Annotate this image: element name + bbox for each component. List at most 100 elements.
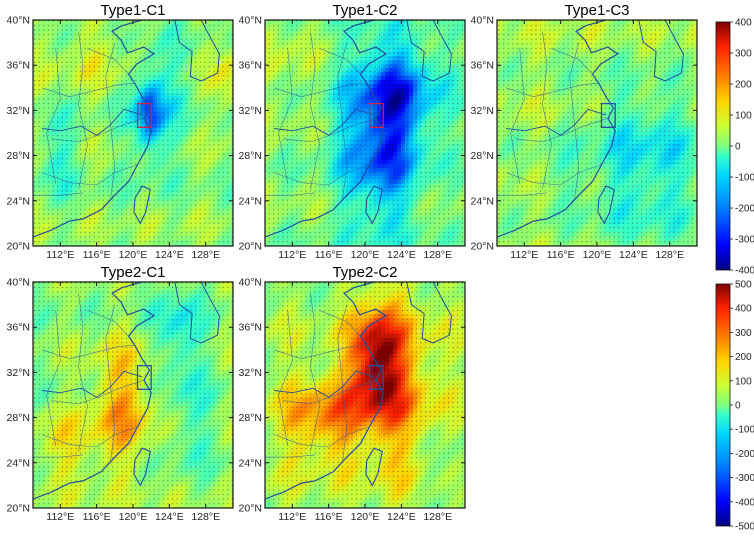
colorbar-bottom: 500 400 300 200 100 0 -100 -200 -300 -400 -500 [715, 280, 754, 533]
province-boundary [51, 380, 144, 405]
province-boundary [265, 192, 316, 196]
lon-tick-label: 124°E [155, 249, 184, 261]
lat-tick-label: 24°N [239, 457, 262, 469]
lon-tick-label: 120°E [583, 249, 612, 261]
lat-tick-label: 40°N [7, 15, 30, 27]
lon-tick-label: 128°E [191, 511, 220, 523]
lat-tick-label: 24°N [7, 457, 30, 469]
province-boundary [283, 380, 376, 405]
study-region-box [136, 102, 152, 129]
province-boundary [274, 83, 367, 98]
taiwan-outline [365, 447, 383, 487]
lat-tick-label: 20°N [7, 503, 30, 515]
lon-tick-label: 128°E [655, 249, 684, 261]
lon-tick-label: 112°E [278, 249, 306, 261]
colorbar-tick-label: -500 [735, 522, 754, 533]
colorbar-gradient [715, 283, 731, 527]
lat-tick-label: 32°N [7, 367, 30, 379]
province-boundary [310, 293, 320, 452]
province-boundary [506, 83, 599, 98]
province-boundary [505, 164, 602, 186]
significance-stipple [497, 20, 697, 246]
lat-tick-label: 40°N [471, 15, 494, 27]
province-boundary [78, 293, 88, 452]
lon-tick-label: 124°E [387, 511, 416, 523]
study-region-box [368, 364, 384, 390]
taiwan-outline [133, 447, 151, 487]
colorbar-tick-label: 0 [735, 142, 741, 153]
colorbar-tick-label: 200 [735, 80, 752, 91]
lon-tick-label: 128°E [423, 511, 452, 523]
taiwan-outline [597, 185, 615, 225]
colorbar-tick-label: 300 [735, 328, 752, 339]
lat-tick-label: 28°N [7, 150, 30, 162]
panel-title: Type2-C1 [100, 264, 165, 281]
province-boundary [87, 48, 129, 75]
province-boundary [41, 426, 138, 448]
province-boundary [46, 48, 61, 184]
lon-tick-label: 116°E [315, 511, 343, 523]
lat-tick-label: 32°N [239, 105, 262, 117]
lat-tick-label: 32°N [7, 105, 30, 117]
lon-tick-label: 112°E [510, 249, 538, 261]
coastline [264, 19, 388, 238]
lat-tick-label: 36°N [7, 60, 30, 72]
study-region-box [136, 364, 152, 390]
lat-tick-label: 40°N [239, 15, 262, 27]
province-boundary [510, 48, 525, 184]
lon-tick-label: 120°E [119, 511, 148, 523]
colorbar-tick-label: -200 [735, 449, 754, 460]
lon-tick-label: 112°E [278, 511, 306, 523]
panel-title: Type1-C3 [564, 2, 629, 19]
lon-tick-label: 124°E [155, 511, 184, 523]
significance-stipple [265, 282, 465, 508]
colorbar-tick-label: -300 [735, 235, 754, 246]
lat-tick-label: 32°N [471, 105, 494, 117]
province-boundary [46, 310, 61, 446]
province-boundary [42, 83, 135, 98]
colorbar-tick-label: 100 [735, 376, 752, 387]
map-panel-type1-c3: Type1-C3 40°N 36°N 32°N 28°N 24°N 20°N 112°E 116… [471, 2, 698, 261]
province-boundary [337, 42, 348, 201]
taiwan-outline [365, 185, 383, 225]
korea-outline [638, 19, 684, 82]
lon-tick-label: 112°E [46, 511, 74, 523]
significance-stipple [33, 20, 233, 246]
province-boundary [515, 118, 608, 143]
colorbar-tick-label: -200 [735, 204, 754, 215]
map-panel-type2-c2: Type2-C2 40°N 36°N 32°N 28°N 24°N 20°N 112°E 116… [239, 264, 466, 523]
province-boundary [33, 454, 84, 458]
taiwan-outline [133, 185, 151, 225]
province-boundary [569, 42, 580, 201]
lon-tick-label: 128°E [191, 249, 220, 261]
map-panel-type1-c1: Type1-C1 40°N 36°N 32°N 28°N 24°N 20°N 112°E 116… [7, 2, 234, 261]
lat-tick-label: 24°N [7, 195, 30, 207]
lon-tick-label: 124°E [387, 249, 416, 261]
lat-tick-label: 28°N [471, 150, 494, 162]
lon-tick-label: 120°E [351, 511, 380, 523]
province-boundary [542, 31, 552, 190]
lon-tick-label: 124°E [619, 249, 648, 261]
river [274, 370, 375, 398]
coastline [496, 19, 620, 238]
study-region-box [368, 102, 384, 129]
colorbar-top: 400 300 200 100 0 -100 -200 -300 -400 [715, 18, 754, 277]
study-region-box [600, 102, 616, 129]
river [42, 370, 143, 398]
province-boundary [51, 118, 144, 143]
coastline [32, 19, 156, 238]
colorbar-tick-label: 0 [735, 401, 741, 412]
colorbar-gradient [715, 21, 731, 271]
colorbar-tick-label: 400 [735, 18, 752, 29]
lon-tick-label: 120°E [119, 249, 148, 261]
lat-tick-label: 24°N [239, 195, 262, 207]
panel-title: Type1-C1 [100, 2, 165, 19]
lat-tick-label: 32°N [239, 367, 262, 379]
lat-tick-label: 28°N [7, 412, 30, 424]
lon-tick-label: 120°E [351, 249, 380, 261]
significance-stipple [265, 20, 465, 246]
coastline [264, 281, 388, 500]
lat-tick-label: 20°N [239, 503, 262, 515]
lat-tick-label: 20°N [471, 241, 494, 253]
